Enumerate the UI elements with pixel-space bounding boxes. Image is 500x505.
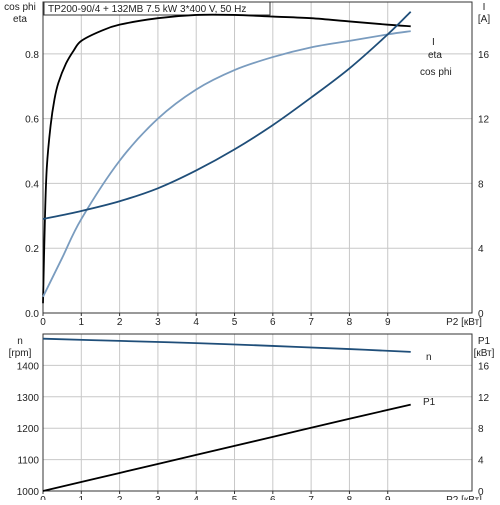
chart-title: TP200-90/4 + 132MB 7.5 kW 3*400 V, 50 Hz (48, 4, 246, 15)
x-tick-label: 4 (193, 317, 199, 328)
series-label-cos-phi: cos phi (420, 67, 452, 78)
x-tick-label: 3 (155, 495, 161, 500)
y-right-tick-label: 16 (478, 361, 490, 372)
x-tick-label: 4 (193, 495, 199, 500)
x-tick-label: 1 (79, 495, 85, 500)
plot-frame (42, 1, 473, 314)
x-tick-label: 3 (155, 317, 161, 328)
x-tick-label: 7 (308, 317, 314, 328)
y-left-axis-label: n (17, 336, 23, 347)
y-left-tick-label: 0.6 (25, 115, 39, 126)
y-right-tick-label: 4 (478, 456, 484, 467)
x-tick-label: 9 (385, 317, 391, 328)
x-tick-label: 5 (232, 495, 238, 500)
y-right-tick-label: 4 (478, 244, 484, 255)
y-left-tick-label: 0.4 (25, 179, 39, 190)
x-tick-label: 8 (347, 495, 353, 500)
x-tick-label: 9 (385, 495, 391, 500)
x-tick-label: 2 (117, 495, 123, 500)
y-right-tick-label: 12 (478, 115, 490, 126)
series-line-eta (42, 13, 411, 304)
x-tick-label: 2 (117, 317, 123, 328)
y-left-tick-label: 1400 (17, 361, 40, 372)
x-tick-label: 8 (347, 317, 353, 328)
y-left-tick-label: 1000 (17, 487, 40, 498)
x-tick-label: 0 (40, 317, 46, 328)
x-tick-label: 5 (232, 317, 238, 328)
x-axis-label: P2 [кВт] (446, 495, 482, 500)
y-right-tick-label: 8 (478, 179, 484, 190)
series-line-n (42, 337, 411, 353)
y-right-axis-label: [A] (478, 14, 490, 25)
y-right-tick-label: 0 (478, 487, 484, 498)
y-right-axis-label: I (483, 2, 486, 13)
series-line-cos-phi (42, 30, 411, 298)
y-left-axis-label: [rpm] (9, 348, 32, 359)
x-tick-label: 0 (40, 495, 46, 500)
y-left-tick-label: 1300 (17, 393, 40, 404)
y-left-tick-label: 0.2 (25, 244, 39, 255)
series-label-P1: P1 (423, 397, 436, 408)
y-right-axis-label: P1 (478, 336, 491, 347)
series-line-P1 (42, 403, 411, 492)
y-right-tick-label: 8 (478, 424, 484, 435)
y-right-tick-label: 12 (478, 393, 490, 404)
x-tick-label: 6 (270, 495, 276, 500)
plot-frame (42, 333, 473, 492)
x-tick-label: 1 (79, 317, 85, 328)
y-left-tick-label: 0.0 (25, 309, 39, 320)
y-left-tick-label: 0.8 (25, 50, 39, 61)
x-axis-label: P2 [кВт] (446, 317, 482, 328)
x-tick-label: 6 (270, 317, 276, 328)
series-label-eta: eta (428, 50, 442, 61)
x-tick-label: 7 (308, 495, 314, 500)
series-label-I: I (432, 37, 435, 48)
title-box (43, 1, 271, 16)
y-left-axis-label: eta (13, 14, 27, 25)
y-left-tick-label: 1200 (17, 424, 40, 435)
series-line-I (42, 11, 412, 220)
y-left-axis-label: cos phi (4, 2, 36, 13)
y-right-tick-label: 0 (478, 309, 484, 320)
y-right-axis-label: [кВт] (474, 348, 495, 359)
y-right-tick-label: 16 (478, 50, 490, 61)
y-left-tick-label: 1100 (17, 456, 39, 467)
series-label-n: n (426, 352, 432, 363)
